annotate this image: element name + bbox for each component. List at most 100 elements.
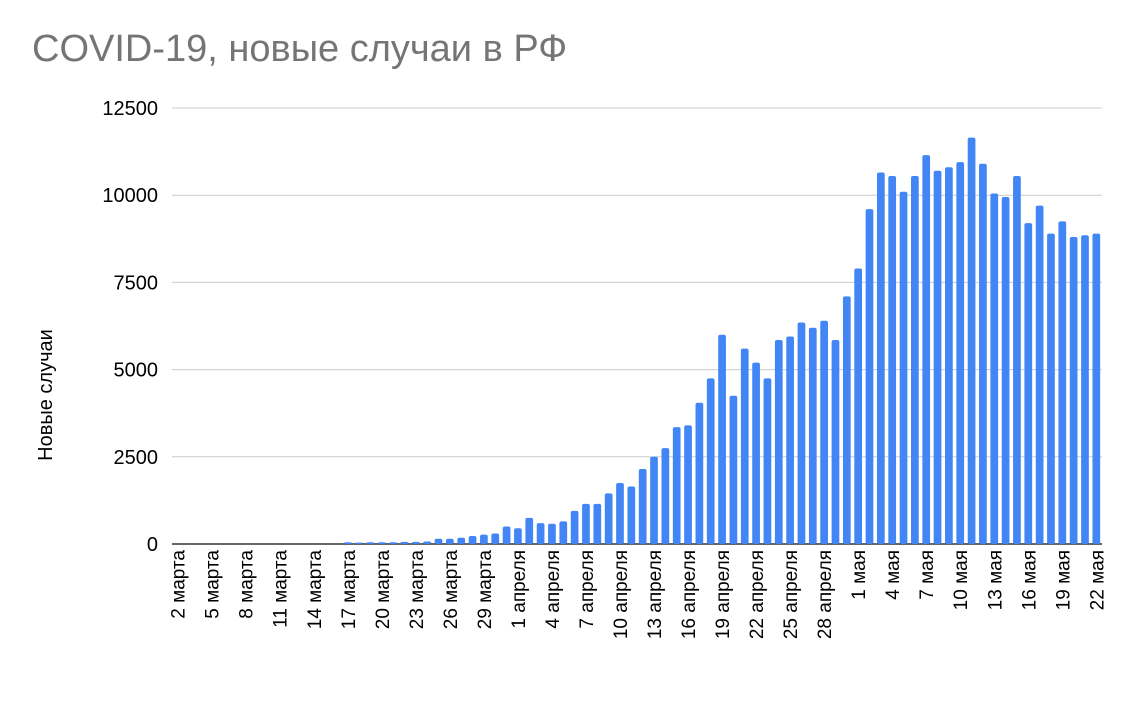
bar (638, 469, 647, 544)
bar (945, 167, 953, 544)
bar (933, 170, 942, 544)
bar (548, 523, 556, 544)
y-tick-label: 10000 (102, 185, 158, 207)
x-tick-label: 28 апреля (815, 550, 836, 639)
bar (990, 193, 999, 544)
bar (616, 482, 624, 544)
bar (525, 517, 534, 544)
bar (570, 510, 579, 544)
chart-title: COVID-19, новые случаи в РФ (32, 28, 568, 70)
bar (1001, 196, 1010, 544)
x-tick-label: 22 мая (1087, 550, 1108, 610)
y-axis-label: Новые случаи (35, 329, 57, 461)
y-tick-label: 0 (147, 534, 158, 556)
bar (1035, 205, 1044, 544)
x-axis-ticks: 2 марта 5 марта 8 марта 11 марта 14 марта 17 … (169, 550, 1109, 640)
bar (706, 378, 715, 544)
bars (343, 137, 1101, 545)
x-tick-label: 7 мая (917, 550, 938, 600)
x-tick-label: 29 марта (475, 550, 496, 630)
x-tick-label: 13 апреля (645, 550, 666, 639)
bar (899, 191, 908, 544)
x-tick-label: 5 марта (203, 550, 224, 619)
y-axis-ticks: 0 2500 5000 7500 10000 12500 (102, 98, 158, 556)
bar (684, 425, 692, 544)
bar (366, 542, 375, 544)
bar (774, 339, 783, 544)
bar (559, 521, 568, 544)
y-tick-label: 7500 (114, 272, 159, 294)
bar (400, 541, 409, 544)
bar (695, 402, 704, 544)
bar (842, 296, 851, 544)
bar (1092, 233, 1101, 544)
bar (922, 155, 931, 544)
x-tick-label: 25 апреля (781, 550, 802, 639)
x-tick-label: 19 мая (1053, 550, 1074, 610)
bar (786, 336, 794, 544)
bar (854, 268, 863, 544)
bar (446, 538, 454, 544)
bar (480, 534, 488, 544)
bar (956, 162, 965, 544)
bar (468, 535, 477, 544)
bar (729, 395, 738, 544)
bar (582, 503, 590, 544)
y-tick-label: 5000 (114, 360, 159, 382)
bar (536, 523, 545, 544)
x-tick-label: 4 апреля (543, 550, 564, 629)
bar (355, 542, 363, 544)
bar (808, 327, 817, 544)
x-tick-label: 7 апреля (577, 550, 598, 629)
x-tick-label: 10 мая (951, 550, 972, 610)
x-tick-label: 23 марта (407, 550, 428, 630)
x-tick-label: 14 марта (305, 550, 326, 630)
bar (1081, 235, 1089, 544)
x-tick-label: 1 апреля (509, 550, 530, 629)
y-tick-label: 12500 (102, 98, 158, 120)
bar (661, 448, 670, 544)
bar (593, 503, 602, 544)
x-tick-label: 16 апреля (679, 550, 700, 639)
x-tick-label: 1 мая (849, 550, 870, 600)
bar (1058, 221, 1067, 545)
x-tick-label: 17 марта (339, 550, 360, 630)
bar (865, 209, 874, 545)
bar (831, 339, 840, 544)
bar (389, 542, 398, 544)
x-tick-label: 10 апреля (611, 550, 632, 639)
bar (1024, 223, 1033, 544)
bar (434, 538, 443, 544)
x-tick-label: 11 марта (271, 550, 292, 628)
bar (377, 542, 386, 544)
bar (491, 533, 500, 544)
bar (911, 176, 919, 545)
bar (797, 322, 806, 544)
bar (718, 334, 726, 544)
bar (1013, 176, 1021, 545)
x-tick-label: 26 марта (441, 550, 462, 630)
bar (604, 493, 613, 544)
x-tick-label: 4 мая (883, 550, 904, 600)
bar (1047, 233, 1055, 544)
x-tick-label: 22 апреля (747, 550, 768, 639)
bar (763, 378, 772, 544)
bar (457, 537, 466, 544)
y-tick-label: 2500 (114, 447, 159, 469)
bar (820, 320, 828, 544)
bar (411, 541, 420, 544)
bar (672, 427, 681, 544)
bar (979, 163, 987, 545)
bar (967, 137, 976, 544)
bar (502, 526, 511, 544)
x-tick-label: 16 мая (1019, 550, 1040, 610)
bar (514, 528, 522, 544)
gridlines (172, 107, 1102, 545)
x-tick-label: 8 марта (237, 550, 258, 619)
x-tick-label: 20 марта (373, 550, 394, 630)
bar (752, 362, 760, 544)
bar (876, 172, 885, 544)
x-tick-label: 19 апреля (713, 550, 734, 639)
x-tick-label: 13 мая (985, 550, 1006, 610)
